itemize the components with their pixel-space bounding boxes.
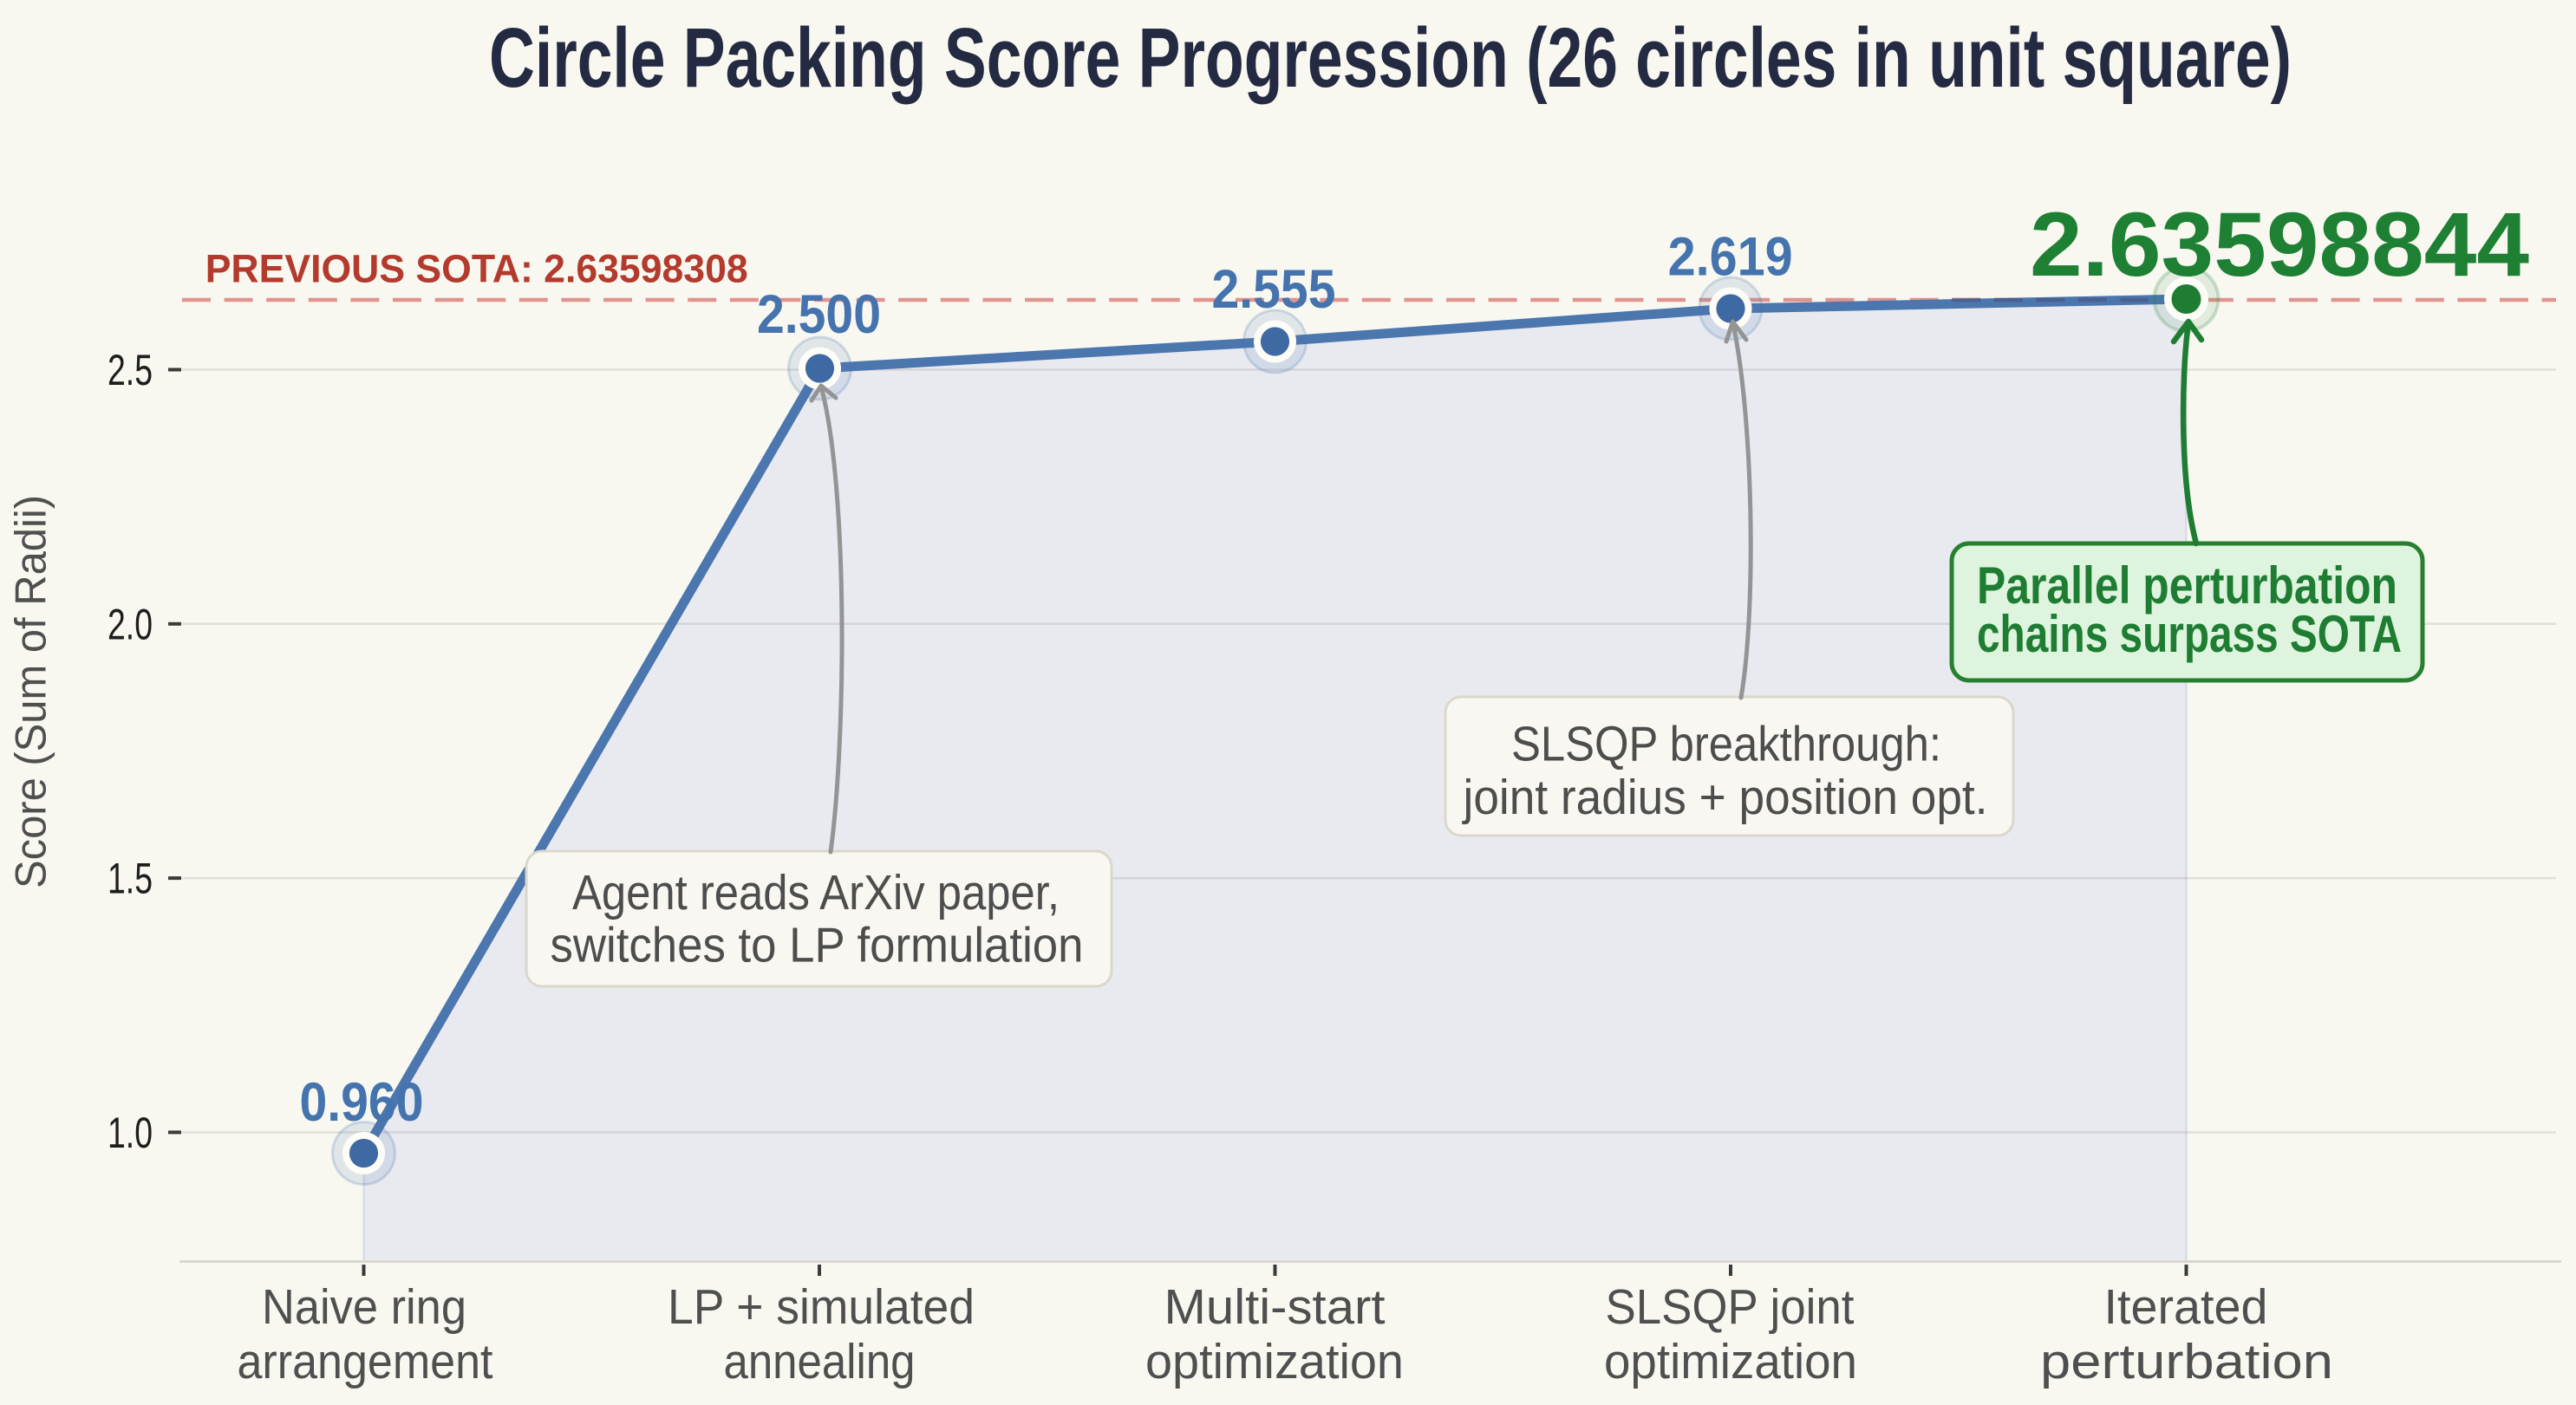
svg-text:PREVIOUS SOTA: 2.63598308: PREVIOUS SOTA: 2.63598308 [205, 247, 748, 291]
svg-text:switches to LP formulation: switches to LP formulation [551, 918, 1084, 973]
svg-text:chains surpass SOTA: chains surpass SOTA [1977, 605, 2402, 663]
svg-text:2.619: 2.619 [1668, 227, 1793, 288]
svg-text:0.960: 0.960 [300, 1072, 424, 1133]
svg-text:2.5: 2.5 [108, 346, 153, 394]
svg-text:perturbation: perturbation [2040, 1334, 2333, 1389]
svg-text:optimization: optimization [1145, 1334, 1404, 1389]
svg-text:Parallel perturbation: Parallel perturbation [1977, 556, 2397, 615]
svg-text:Iterated: Iterated [2104, 1279, 2268, 1335]
svg-text:2.500: 2.500 [757, 284, 881, 345]
svg-text:Multi-start: Multi-start [1164, 1279, 1386, 1335]
svg-text:1.5: 1.5 [108, 855, 153, 903]
svg-text:SLSQP joint: SLSQP joint [1606, 1279, 1855, 1335]
svg-text:1.0: 1.0 [108, 1109, 153, 1157]
svg-text:Agent reads ArXiv paper,: Agent reads ArXiv paper, [572, 865, 1060, 920]
svg-text:2.0: 2.0 [108, 600, 153, 648]
svg-text:optimization: optimization [1604, 1334, 1857, 1389]
svg-text:2.555: 2.555 [1212, 259, 1336, 320]
svg-text:2.63598844: 2.63598844 [2030, 194, 2529, 296]
svg-text:LP + simulated: LP + simulated [668, 1279, 975, 1335]
svg-text:Naive ring: Naive ring [262, 1279, 466, 1335]
svg-text:Score (Sum of Radii): Score (Sum of Radii) [7, 495, 55, 888]
svg-text:arrangement: arrangement [238, 1334, 493, 1389]
svg-text:annealing: annealing [724, 1334, 916, 1389]
svg-text:SLSQP breakthrough:: SLSQP breakthrough: [1511, 717, 1941, 772]
svg-text:joint radius + position opt.: joint radius + position opt. [1462, 770, 1988, 825]
svg-text:Circle Packing Score Progressi: Circle Packing Score Progression (26 cir… [489, 10, 2292, 105]
